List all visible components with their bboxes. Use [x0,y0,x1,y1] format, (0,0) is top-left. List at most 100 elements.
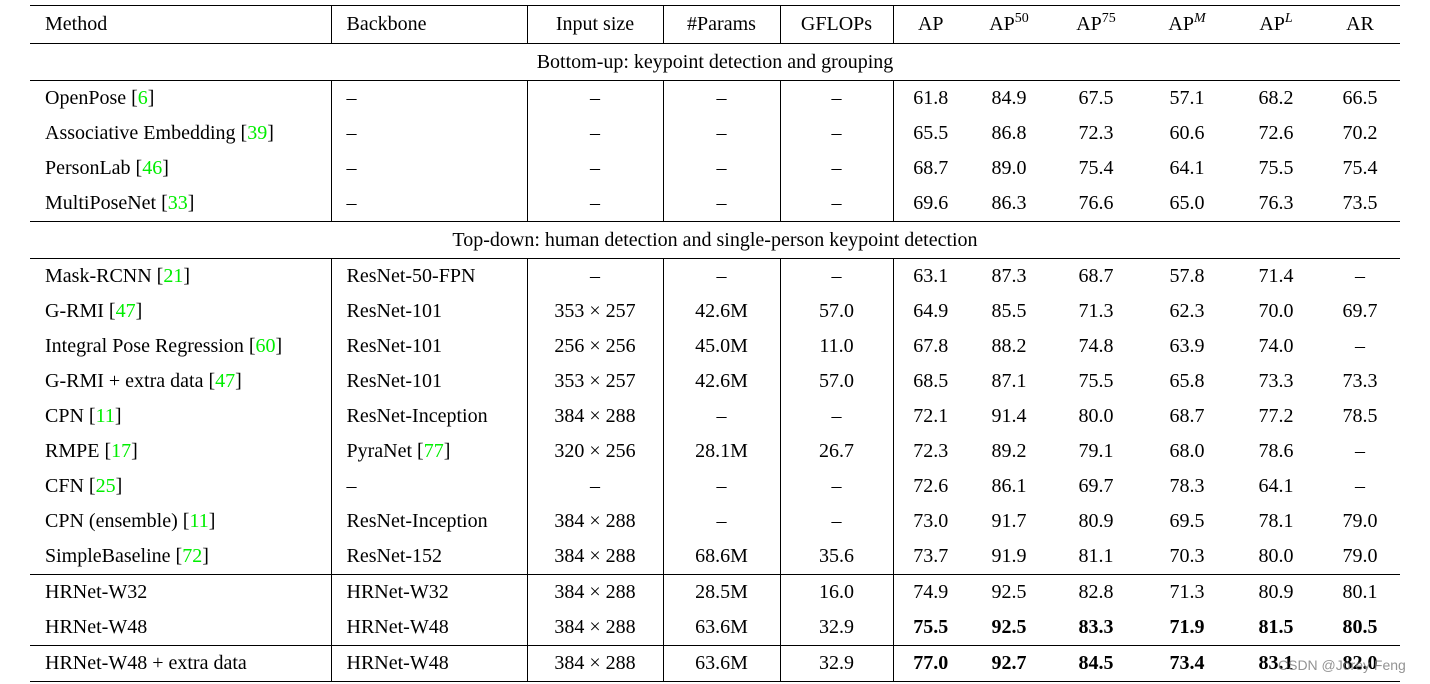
header-row: Method Backbone Input size #Params GFLOPs AP A… [30,5,1400,44]
header-text: AP [1076,13,1102,35]
citation: 46 [142,157,163,179]
value-cell: 68.5 [913,370,949,392]
value-cell: 65.8 [1169,370,1205,392]
value-cell: 63.6M [663,645,781,682]
value-cell: 84.9 [991,87,1027,109]
value-cell: – [331,116,528,151]
value-cell: 79.0 [1342,545,1378,567]
value-cell: 69.6 [913,192,949,214]
value-cell: 62.3 [1169,300,1205,322]
value-cell: 68.6M [663,539,781,575]
value-cell: 65.5 [913,122,949,144]
value-cell: 68.7 [913,157,949,179]
value-cell: ResNet-152 [331,539,528,575]
header-cell: AP50 [968,6,1050,44]
row-group: Top-down: human detection and single-per… [30,221,1400,575]
header-cell: #Params [663,5,781,44]
value-cell: 69.5 [1169,510,1205,532]
method-cell: CPN (ensemble) [11] [30,504,332,539]
value-cell: – [527,151,664,186]
value-cell: 79.1 [1078,440,1114,462]
data-row: G-RMI [47] ResNet-101 353 × 257 42.6M 57.0 64… [30,294,1400,329]
table-header: Method Backbone Input size #Params GFLOPs AP A… [30,5,1400,44]
value-cell: 73.3 [1342,370,1378,392]
value-cell: 384 × 288 [527,539,664,575]
header-sup: L [1284,11,1293,26]
value-cell: 71.3 [1169,581,1205,603]
value-cell: 73.0 [913,510,949,532]
value-cell: 75.4 [1078,157,1114,179]
data-row: HRNet-W48 HRNet-W48 384 × 288 63.6M 32.9 75.5… [30,610,1400,646]
value-cell: 70.3 [1169,545,1205,567]
header-text: AP [989,13,1015,35]
value-cell: – [527,258,664,294]
value-cell: 64.1 [1258,475,1294,497]
value-cell: 85.5 [991,300,1027,322]
method-cell: PersonLab [46] [30,151,332,186]
header-cell: GFLOPs [780,5,894,44]
value-cell: 88.2 [991,335,1027,357]
value-cell: – [1355,265,1365,287]
method-cell: G-RMI [47] [30,294,332,329]
section-row: Top-down: human detection and single-per… [30,221,1400,259]
value-cell: – [780,399,894,434]
value-cell: 45.0M [663,329,781,364]
header-cell: APM [1142,6,1232,44]
value-cell: – [663,258,781,294]
data-row: HRNet-W48 + extra data HRNet-W48 384 × 288… [30,645,1400,682]
cell-text: G-RMI [45,300,104,322]
cell-text: Integral Pose Regression [45,335,244,357]
value-cell: 78.6 [1258,440,1294,462]
value-cell: 91.4 [991,405,1027,427]
citation: 47 [115,300,136,322]
value-cell: 71.9 [1169,616,1205,638]
value-cell: 75.5 [913,616,949,638]
value-cell: 87.1 [991,370,1027,392]
value-cell: 26.7 [780,434,894,469]
value-cell: 57.0 [780,364,894,399]
citation: 77 [423,440,444,462]
header-text: Input size [555,13,635,35]
cell-text: Mask-RCNN [45,265,152,287]
cell-text: RMPE [45,440,100,462]
cell-text: Associative Embedding [45,122,236,144]
value-cell: 92.7 [991,652,1027,674]
header-cell: AR [1320,6,1400,44]
cell-text: PersonLab [45,157,131,179]
value-cell: 78.3 [1169,475,1205,497]
value-cell: 82.0 [1342,652,1378,674]
header-text: #Params [687,13,756,35]
value-cell: – [331,186,528,222]
value-cell: 71.3 [1078,300,1114,322]
value-cell: 68.7 [1078,265,1114,287]
value-cell: 64.1 [1169,157,1205,179]
value-cell: 384 × 288 [527,504,664,539]
value-cell: 75.4 [1342,157,1378,179]
value-cell: 92.5 [991,581,1027,603]
value-cell: 353 × 257 [527,294,664,329]
data-row: OpenPose [6] – – – –61.8 84.9 67.5 57.1 68.2 66.5 [30,80,1400,116]
citation: 47 [215,370,236,392]
data-row: CFN [25] – – – –72.6 86.1 69.7 78.3 64.1– [30,469,1400,504]
value-cell: 82.8 [1078,581,1114,603]
header-text: GFLOPs [800,13,873,35]
value-cell: HRNet-W48 [331,610,528,646]
header-text: AP [1168,13,1194,35]
value-cell: PyraNet [77] [331,434,528,469]
value-cell: 72.3 [1078,122,1114,144]
value-cell: 72.6 [913,475,949,497]
value-cell: 72.3 [913,440,949,462]
value-cell: 61.8 [913,87,949,109]
header-cell: AP75 [1050,6,1142,44]
header-cell: Input size [527,5,664,44]
results-table: Method Backbone Input size #Params GFLOPs AP A… [30,5,1400,682]
value-cell: 91.7 [991,510,1027,532]
citation: 11 [189,510,209,532]
value-cell: 66.5 [1342,87,1378,109]
value-cell: 384 × 288 [527,574,664,610]
value-cell: 80.1 [1342,581,1378,603]
value-cell: 81.1 [1078,545,1114,567]
row-group: Bottom-up: keypoint detection and groupi… [30,43,1400,222]
method-cell: CFN [25] [30,469,332,504]
method-cell: HRNet-W48 + extra data [30,645,332,682]
